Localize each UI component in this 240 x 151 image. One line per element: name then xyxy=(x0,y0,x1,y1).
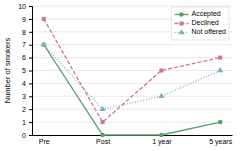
grid xyxy=(32,6,232,135)
grid-line xyxy=(32,44,232,45)
grid-line xyxy=(32,6,232,7)
y-tick-label: 1 xyxy=(22,119,26,126)
series-marker xyxy=(158,93,164,98)
legend-entry: Not offered xyxy=(174,28,226,35)
x-tick: Post xyxy=(96,138,110,145)
series-marker xyxy=(42,17,46,21)
y-tick-mark xyxy=(29,96,32,97)
series-marker xyxy=(159,133,164,138)
y-tick: 2 xyxy=(22,106,32,113)
y-tick-label: 3 xyxy=(22,93,26,100)
x-tick-label: 5 years xyxy=(209,138,232,146)
y-axis-line xyxy=(29,7,33,136)
y-tick-mark xyxy=(29,19,32,20)
series-marker xyxy=(100,133,105,138)
legend-label: Not offered xyxy=(191,28,226,35)
y-tick: 9 xyxy=(22,16,32,23)
y-tick-label: 10 xyxy=(18,3,26,10)
chart: 0 1 2 3 4 5 6 7 8 9 10 Pre Post 1 year 5 years Accepted… xyxy=(0,0,240,151)
series-marker xyxy=(159,69,163,73)
legend-label: Accepted xyxy=(191,10,220,18)
y-tick: 7 xyxy=(22,41,32,48)
legend-entry: Accepted xyxy=(174,10,220,18)
y-tick: 10 xyxy=(18,3,32,10)
x-tick: Pre xyxy=(39,138,50,145)
x-axis: Pre Post 1 year 5 years xyxy=(33,136,233,146)
y-tick: 1 xyxy=(22,119,32,126)
y-tick: 4 xyxy=(22,80,32,87)
y-tick-label: 7 xyxy=(22,41,26,48)
legend-label: Declined xyxy=(191,19,218,26)
y-tick-mark xyxy=(29,83,32,84)
series-line xyxy=(44,45,220,110)
y-tick-mark xyxy=(29,58,32,59)
y-tick-mark xyxy=(29,122,32,123)
legend-marker xyxy=(179,22,183,26)
grid-line xyxy=(32,57,232,58)
y-axis-title: Number of smokers xyxy=(3,38,12,104)
y-tick: 0 xyxy=(22,132,32,139)
y-tick-mark xyxy=(29,71,32,72)
y-tick-label: 2 xyxy=(22,106,26,113)
y-tick-label: 4 xyxy=(22,80,26,87)
series-marker xyxy=(41,41,47,46)
series-marker xyxy=(217,67,223,72)
legend-frame xyxy=(171,7,229,40)
grid-line xyxy=(32,83,232,84)
series-marker xyxy=(100,106,106,111)
x-tick-label: Pre xyxy=(39,138,50,145)
series-marker xyxy=(101,120,105,124)
y-tick-label: 8 xyxy=(22,29,26,36)
y-tick-mark xyxy=(29,6,32,7)
series-marker xyxy=(218,120,223,125)
y-axis: 0 1 2 3 4 5 6 7 8 9 10 xyxy=(18,3,32,139)
y-tick-mark xyxy=(29,32,32,33)
x-tick-label: Post xyxy=(96,138,110,145)
y-tick-mark xyxy=(29,135,32,136)
grid-line xyxy=(32,122,232,123)
series-line xyxy=(44,45,220,135)
y-tick: 5 xyxy=(22,67,32,74)
x-tick-label: 1 year xyxy=(152,138,172,146)
y-tick-mark xyxy=(29,45,32,46)
legend-marker xyxy=(178,29,184,34)
legend-marker xyxy=(179,12,184,17)
y-tick-label: 6 xyxy=(22,54,26,61)
y-tick: 3 xyxy=(22,93,32,100)
y-tick-label: 0 xyxy=(22,132,26,139)
legend: AcceptedDeclined Not offered xyxy=(171,7,229,40)
grid-line xyxy=(32,109,232,110)
series-marker xyxy=(218,56,222,60)
y-tick-mark xyxy=(29,109,32,110)
y-tick-label: 5 xyxy=(22,67,26,74)
grid-line xyxy=(32,70,232,71)
x-tick: 5 years xyxy=(209,138,232,146)
legend-entry: Declined xyxy=(174,19,218,26)
plot: 0 1 2 3 4 5 6 7 8 9 10 Pre Post 1 year 5 years Accepted… xyxy=(18,3,233,146)
y-tick-label: 9 xyxy=(22,16,26,23)
y-tick: 6 xyxy=(22,54,32,61)
x-tick: 1 year xyxy=(152,138,172,146)
y-tick: 8 xyxy=(22,29,32,36)
